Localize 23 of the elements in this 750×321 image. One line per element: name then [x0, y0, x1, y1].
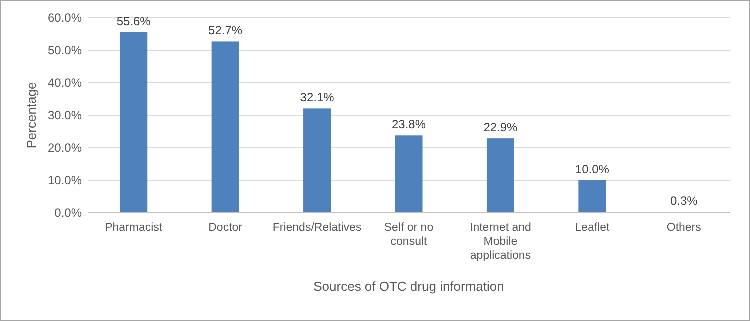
- x-tick-label: Internet and Mobile applications: [470, 222, 532, 262]
- y-axis-title: Percentage: [24, 82, 39, 149]
- y-tick-label: 20.0%: [48, 141, 82, 156]
- x-tick-label: Pharmacist: [105, 222, 164, 234]
- x-tick-label: Self or no consult: [384, 222, 434, 248]
- y-tick-label: 60.0%: [48, 11, 82, 26]
- data-label: 0.3%: [670, 194, 698, 208]
- data-label: 55.6%: [116, 14, 152, 28]
- data-label: 32.1%: [300, 90, 335, 105]
- y-tick-label: 30.0%: [48, 108, 82, 123]
- data-label: 23.8%: [392, 118, 426, 132]
- x-tick-label: Doctor: [208, 222, 243, 234]
- data-label: 52.7%: [208, 24, 243, 38]
- data-label: 22.9%: [484, 120, 518, 135]
- x-tick-label: Leaflet: [575, 222, 610, 234]
- y-tick-label: 10.0%: [48, 174, 82, 188]
- y-tick-label: 50.0%: [48, 44, 82, 58]
- y-tick-label: 0.0%: [54, 206, 82, 220]
- data-label: 10.0%: [575, 162, 610, 176]
- y-tick-label: 40.0%: [48, 76, 82, 90]
- x-tick-label: Others: [666, 222, 702, 234]
- x-tick-label: Friends/Relatives: [272, 222, 362, 234]
- x-axis-title: Sources of OTC drug information: [314, 279, 504, 294]
